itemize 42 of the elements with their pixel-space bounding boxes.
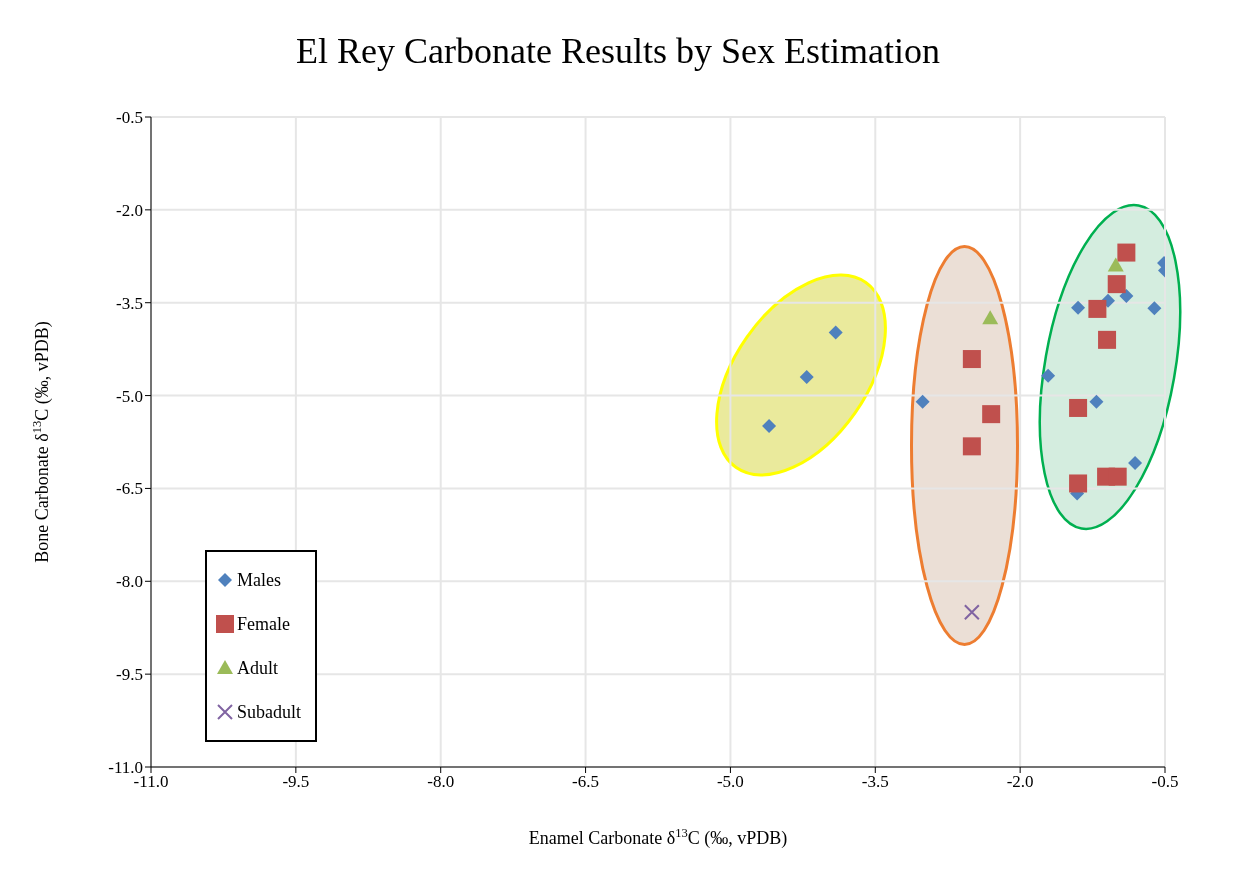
x-tick-label: -9.5 <box>282 772 310 792</box>
legend-label: Female <box>237 613 290 635</box>
legend-label: Males <box>237 569 281 591</box>
legend-label: Adult <box>237 657 279 679</box>
point <box>1069 398 1088 417</box>
x-tick-label: -2.0 <box>1006 772 1034 792</box>
y-tick-label: -3.5 <box>116 293 143 313</box>
point <box>1147 301 1162 316</box>
point <box>1098 330 1117 349</box>
y-tick-label: -0.5 <box>116 108 143 128</box>
point <box>982 405 1001 424</box>
point <box>1107 257 1124 272</box>
point <box>963 604 980 621</box>
x-axis-title: Enamel Carbonate δ$^{13}$C (‰, vPDB) <box>528 826 788 849</box>
y-tick-label: -5.0 <box>116 386 143 406</box>
x-tick-label: -6.5 <box>572 772 600 792</box>
y-tick-label: -9.5 <box>116 665 143 685</box>
point <box>1071 300 1086 315</box>
point <box>1107 275 1126 294</box>
point <box>1117 243 1136 262</box>
y-tick-label: -8.0 <box>116 572 143 592</box>
x-tick-label: -5.0 <box>716 772 744 792</box>
x-tick-label: -0.5 <box>1151 772 1179 792</box>
y-tick-label: -2.0 <box>116 200 143 220</box>
point <box>1088 299 1107 318</box>
point <box>1069 474 1088 493</box>
x-tick-label: -8.0 <box>427 772 455 792</box>
x-tick-label: -3.5 <box>861 772 889 792</box>
point <box>762 418 777 433</box>
point <box>982 310 999 325</box>
point <box>1128 456 1143 471</box>
point <box>915 394 930 409</box>
point <box>1108 467 1127 486</box>
y-tick-label: -6.5 <box>116 479 143 499</box>
point <box>962 437 981 456</box>
point <box>962 350 981 369</box>
legend-label: Subadult <box>237 701 302 723</box>
point <box>828 325 843 340</box>
chart-title: El Rey Carbonate Results by Sex Estimation <box>295 30 941 72</box>
point <box>1089 394 1104 409</box>
point <box>1041 368 1056 383</box>
point <box>799 370 814 384</box>
